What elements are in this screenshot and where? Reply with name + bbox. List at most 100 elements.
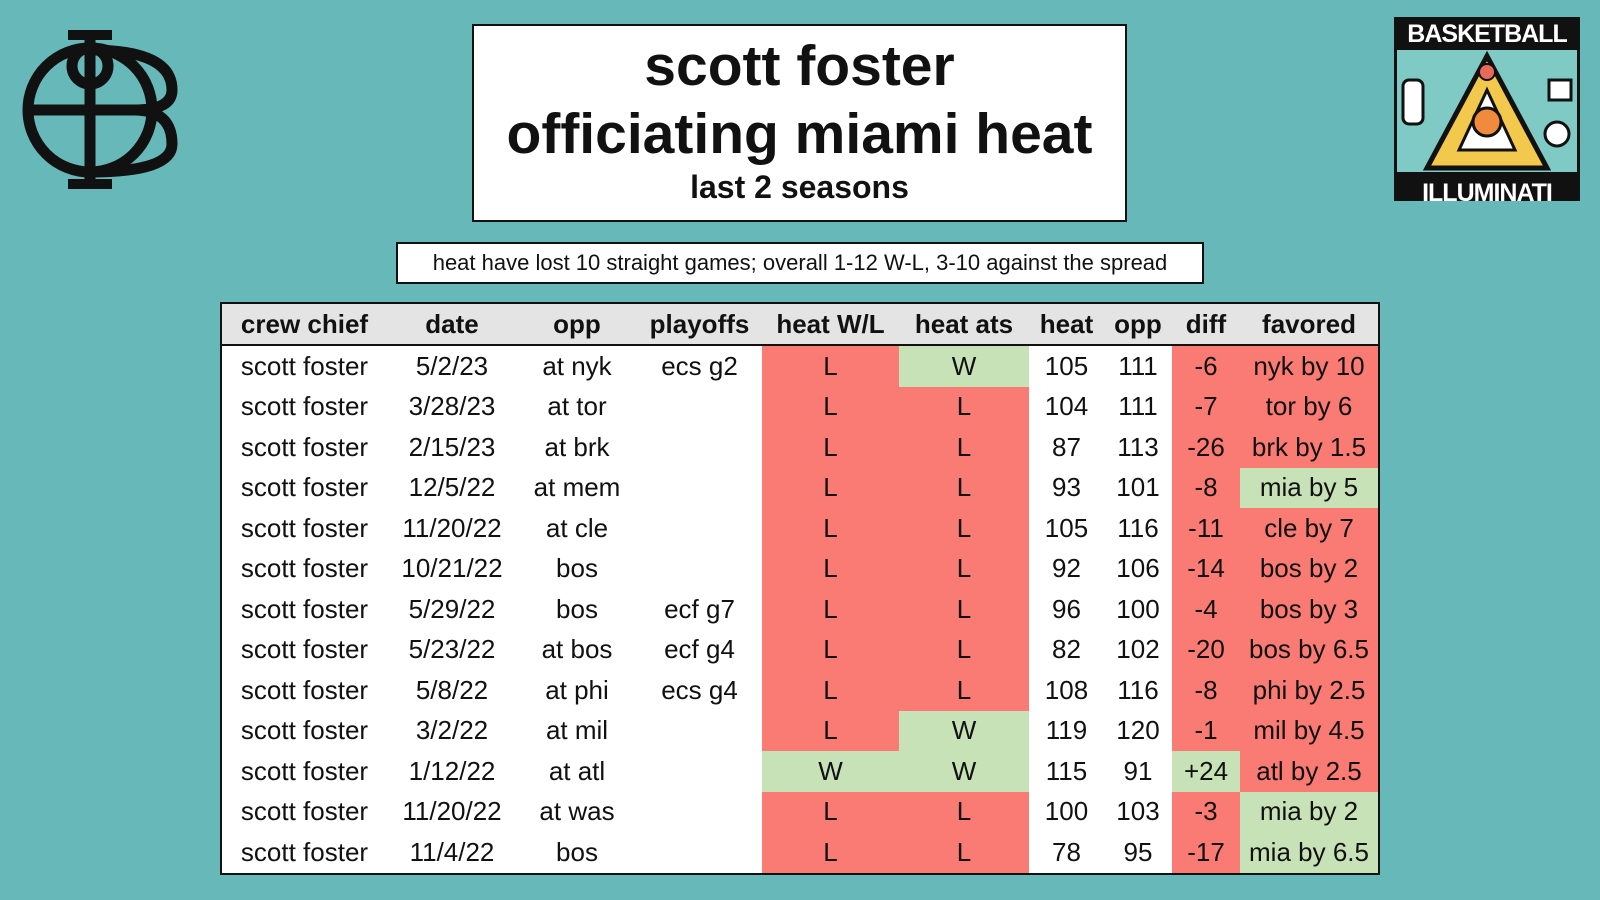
opp-score-cell: 120: [1116, 715, 1160, 746]
col-header-heat-ats: heat ats: [899, 303, 1029, 346]
favored-cell: bos by 2: [1240, 548, 1379, 589]
table-row: scott foster 3/2/22 at mil L W 119 120 -1 mil by…: [221, 710, 1379, 752]
diff-cell: -17: [1172, 832, 1240, 874]
basketball-illuminati-badge: BASKETBALL ILLUMINATI: [1394, 17, 1580, 207]
opponent-cell: at nyk: [542, 350, 612, 381]
playoffs-cell: [637, 832, 762, 874]
title-line-2: officiating miami heat: [506, 102, 1093, 166]
badge-bottom-text: ILLUMINATI: [1422, 179, 1553, 207]
heat-wl-cell: L: [762, 467, 899, 508]
summary-note: heat have lost 10 straight games; overal…: [396, 242, 1204, 284]
heat-wl-cell: W: [762, 751, 899, 792]
crew-chief-cell: scott foster: [240, 512, 369, 543]
playoffs-cell: [637, 751, 762, 792]
col-header-diff: diff: [1172, 303, 1240, 346]
table-row: scott foster 12/5/22 at mem L L 93 101 -8 mia by…: [221, 467, 1379, 509]
games-table: crew chief date opp playoffs heat W/L he…: [220, 302, 1380, 875]
badge-top-text: BASKETBALL: [1407, 20, 1567, 48]
opponent-cell: bos: [556, 836, 598, 867]
diff-cell: -11: [1172, 508, 1240, 549]
date-cell: 1/12/22: [408, 755, 496, 786]
date-cell: 3/28/23: [408, 391, 496, 422]
playoffs-cell: [637, 508, 762, 549]
date-cell: 5/29/22: [408, 593, 496, 624]
opponent-cell: bos: [556, 593, 598, 624]
heat-score-cell: 108: [1044, 674, 1089, 705]
crew-chief-cell: scott foster: [240, 472, 369, 503]
table-row: scott foster 5/2/23 at nyk ecs g2 L W 105 111 -6…: [221, 345, 1379, 387]
opp-score-cell: 100: [1116, 593, 1160, 624]
table-row: scott foster 1/12/22 at atl W W 115 91 +24 atl b…: [221, 751, 1379, 792]
heat-wl-cell: L: [762, 345, 899, 387]
heat-score-cell: 78: [1052, 836, 1081, 867]
heat-wl-cell: L: [762, 548, 899, 589]
favored-cell: tor by 6: [1240, 386, 1379, 427]
col-header-heat-score: heat: [1029, 303, 1104, 346]
heat-ats-cell: L: [899, 548, 1029, 589]
diff-cell: -26: [1172, 427, 1240, 468]
opp-score-cell: 113: [1117, 431, 1159, 462]
col-header-opp-score: opp: [1104, 303, 1172, 346]
diff-cell: -4: [1172, 589, 1240, 630]
illuminati-pyramid-icon: [1397, 50, 1577, 172]
playoffs-cell: [637, 387, 762, 428]
table-row: scott foster 5/8/22 at phi ecs g4 L L 108 116 -8…: [221, 670, 1379, 711]
heat-ats-cell: L: [899, 791, 1029, 832]
opp-score-cell: 116: [1117, 512, 1159, 543]
col-header-date: date: [387, 303, 517, 346]
crew-chief-cell: scott foster: [240, 553, 369, 584]
favored-cell: cle by 7: [1240, 508, 1379, 549]
playoffs-cell: [637, 468, 762, 509]
heat-score-cell: 105: [1044, 350, 1089, 381]
heat-score-cell: 105: [1044, 512, 1089, 543]
heat-ats-cell: W: [899, 710, 1029, 751]
favored-cell: bos by 6.5: [1240, 629, 1379, 670]
heat-score-cell: 92: [1052, 553, 1081, 584]
col-header-opp: opp: [517, 303, 637, 346]
favored-cell: bos by 3: [1240, 589, 1379, 630]
diff-cell: -6: [1172, 345, 1240, 387]
table-row: scott foster 11/20/22 at cle L L 105 116 -11 cle…: [221, 508, 1379, 549]
opponent-cell: at phi: [545, 674, 609, 705]
opp-score-cell: 101: [1116, 472, 1160, 503]
heat-wl-cell: L: [762, 832, 899, 874]
col-header-playoffs: playoffs: [637, 303, 762, 346]
favored-cell: mia by 2: [1240, 791, 1379, 832]
table-row: scott foster 5/29/22 bos ecf g7 L L 96 100 -4 bos…: [221, 589, 1379, 630]
favored-cell: mia by 6.5: [1240, 832, 1379, 874]
date-cell: 11/4/22: [409, 836, 495, 867]
favored-cell: nyk by 10: [1240, 345, 1379, 387]
heat-wl-cell: L: [762, 589, 899, 630]
heat-wl-cell: L: [762, 508, 899, 549]
date-cell: 11/20/22: [402, 512, 502, 543]
col-header-heat-wl: heat W/L: [762, 303, 899, 346]
opponent-cell: at atl: [548, 755, 606, 786]
date-cell: 5/2/23: [415, 350, 489, 381]
col-header-crew-chief: crew chief: [221, 303, 387, 346]
heat-ats-cell: L: [899, 589, 1029, 630]
playoffs-cell: [637, 711, 762, 752]
opponent-cell: at was: [539, 796, 615, 827]
crew-chief-cell: scott foster: [240, 715, 369, 746]
favored-cell: atl by 2.5: [1240, 751, 1379, 792]
playoffs-cell: ecs g4: [661, 674, 738, 705]
crew-chief-cell: scott foster: [240, 755, 369, 786]
opponent-cell: at tor: [547, 391, 607, 422]
heat-score-cell: 100: [1044, 796, 1089, 827]
crew-chief-cell: scott foster: [240, 391, 369, 422]
opp-score-cell: 102: [1116, 634, 1160, 665]
table-row: scott foster 11/4/22 bos L L 78 95 -17 mia by 6.…: [221, 832, 1379, 874]
table-header-row: crew chief date opp playoffs heat W/L he…: [221, 303, 1379, 346]
heat-score-cell: 93: [1052, 472, 1081, 503]
table-row: scott foster 5/23/22 at bos ecf g4 L L 82 102 -2…: [221, 629, 1379, 670]
heat-ats-cell: L: [899, 832, 1029, 874]
date-cell: 5/8/22: [415, 674, 489, 705]
heat-score-cell: 96: [1052, 593, 1081, 624]
playoffs-cell: [637, 792, 762, 833]
heat-ats-cell: W: [899, 345, 1029, 387]
date-cell: 10/21/22: [401, 553, 503, 584]
favored-cell: brk by 1.5: [1240, 427, 1379, 468]
heat-score-cell: 119: [1045, 715, 1088, 746]
col-header-favored: favored: [1240, 303, 1379, 346]
opp-score-cell: 106: [1116, 553, 1160, 584]
